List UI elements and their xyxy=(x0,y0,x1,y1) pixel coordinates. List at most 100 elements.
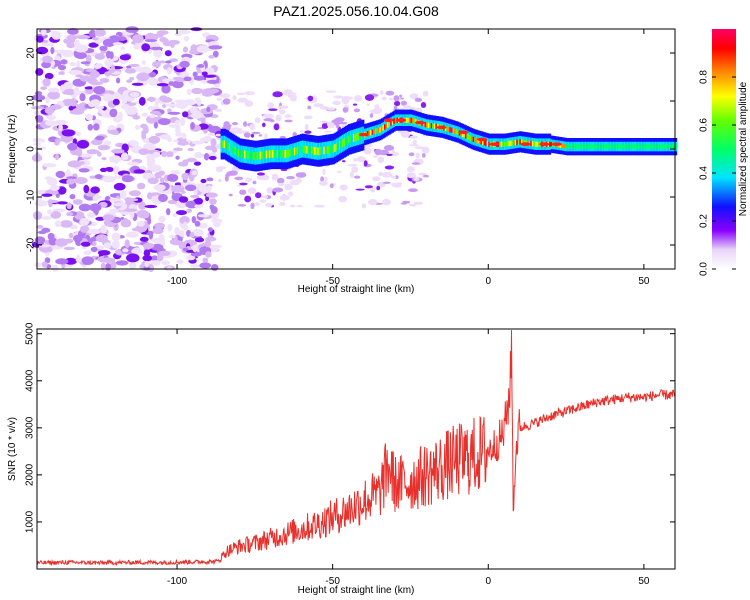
noise-cell xyxy=(69,109,84,115)
noise-cell xyxy=(78,168,90,173)
ridge-core-cell xyxy=(586,144,589,149)
noise-cell xyxy=(149,46,163,51)
noise-cell xyxy=(153,200,161,205)
ridge-core-cell xyxy=(380,126,384,132)
noise-cell xyxy=(167,111,181,115)
noise-cell xyxy=(137,182,146,190)
ridge-core-cell xyxy=(601,144,605,149)
ridge-core-cell xyxy=(356,133,359,141)
noise-cell xyxy=(128,262,137,269)
noise-cell xyxy=(170,170,181,175)
ridge-core-cell xyxy=(584,144,587,149)
noise-cell xyxy=(158,193,168,203)
ridge-core-cell xyxy=(464,133,468,139)
noise-cell xyxy=(167,39,180,45)
noise-cell xyxy=(175,125,181,135)
noise-cell xyxy=(35,225,44,229)
ridge-core-cell xyxy=(670,144,673,149)
noise-cell xyxy=(61,129,75,137)
ridge-core-cell xyxy=(335,143,338,151)
noise-cell xyxy=(67,28,79,35)
noise-cell xyxy=(182,247,189,252)
noise-cell xyxy=(44,72,54,80)
ridge-core-cell xyxy=(633,144,636,149)
ridge-core-cell xyxy=(293,147,296,156)
noise-cell xyxy=(156,83,169,87)
noise-cell xyxy=(146,97,157,102)
noise-cell xyxy=(79,75,93,82)
ridge-core-cell xyxy=(505,141,508,147)
noise-cell xyxy=(76,60,81,69)
ridge-peak-cell xyxy=(539,142,550,146)
ridge-core-cell xyxy=(640,144,643,149)
ridge-core-cell xyxy=(522,139,525,145)
colorbar-tick-label: 0.6 xyxy=(699,118,710,132)
noise-cell xyxy=(118,95,126,100)
noise-cell xyxy=(40,86,47,90)
noise-cell xyxy=(279,135,286,140)
ridge-core-cell xyxy=(314,147,317,155)
noise-cell xyxy=(338,195,348,203)
noise-cell xyxy=(141,60,146,65)
ridge-core-cell xyxy=(342,139,345,148)
ridge-peak-cell xyxy=(477,137,487,142)
noise-cell xyxy=(409,203,417,207)
noise-cell xyxy=(332,100,341,105)
noise-cell xyxy=(41,193,53,197)
noise-cell xyxy=(76,139,90,149)
noise-cell xyxy=(68,232,74,239)
ridge-core-cell xyxy=(600,144,603,149)
ridge-core-cell xyxy=(385,123,388,129)
ridge-core-cell xyxy=(486,141,489,147)
ridge-core-cell xyxy=(519,139,522,145)
noise-cell xyxy=(105,263,112,271)
noise-cell xyxy=(250,133,255,138)
ridge-core-cell xyxy=(466,133,469,140)
noise-cell xyxy=(189,106,198,114)
noise-cell xyxy=(172,212,178,218)
ridge-core-cell xyxy=(587,144,591,149)
noise-cell xyxy=(51,264,59,272)
noise-cell xyxy=(251,131,261,135)
noise-cell xyxy=(256,174,267,181)
noise-cell xyxy=(182,221,188,229)
ridge-core-cell xyxy=(278,150,281,158)
ridge-core-cell xyxy=(577,144,580,149)
noise-cell xyxy=(90,246,98,252)
noise-cell xyxy=(121,152,129,161)
noise-cell xyxy=(194,220,201,227)
noise-cell xyxy=(125,26,139,33)
ridge-core-cell xyxy=(245,150,248,159)
noise-cell xyxy=(186,208,193,213)
noise-cell xyxy=(174,32,182,37)
noise-cell xyxy=(89,70,100,79)
noise-cell xyxy=(190,251,202,257)
ridge-core-cell xyxy=(665,144,668,149)
ridge-peak-cell xyxy=(436,125,447,130)
noise-cell xyxy=(42,55,53,64)
noise-cell xyxy=(212,50,219,58)
noise-cell xyxy=(126,161,140,166)
noise-cell xyxy=(115,260,129,266)
noise-cell xyxy=(87,124,94,131)
ridge-core-cell xyxy=(315,147,318,155)
ridge-core-cell xyxy=(516,139,519,145)
noise-cell xyxy=(181,132,187,140)
noise-cell xyxy=(197,185,207,192)
ridge-core-cell xyxy=(267,150,270,159)
ridge-peak-cell xyxy=(458,130,469,134)
ridge-core-cell xyxy=(231,145,234,153)
noise-cell xyxy=(272,91,283,98)
ridge-core-cell xyxy=(622,144,625,149)
colorbar-tick-label: 0.0 xyxy=(699,262,710,276)
noise-cell xyxy=(105,50,112,59)
ridge-core-cell xyxy=(429,122,432,129)
noise-cell xyxy=(122,217,129,225)
ridge-core-cell xyxy=(500,141,503,147)
noise-cell xyxy=(111,240,120,249)
spectrogram-y-axis-label: Frequency (Hz) xyxy=(7,115,18,184)
noise-cell xyxy=(34,262,42,268)
noise-cell xyxy=(76,34,91,40)
noise-cell xyxy=(186,254,196,261)
noise-cell xyxy=(321,122,329,129)
